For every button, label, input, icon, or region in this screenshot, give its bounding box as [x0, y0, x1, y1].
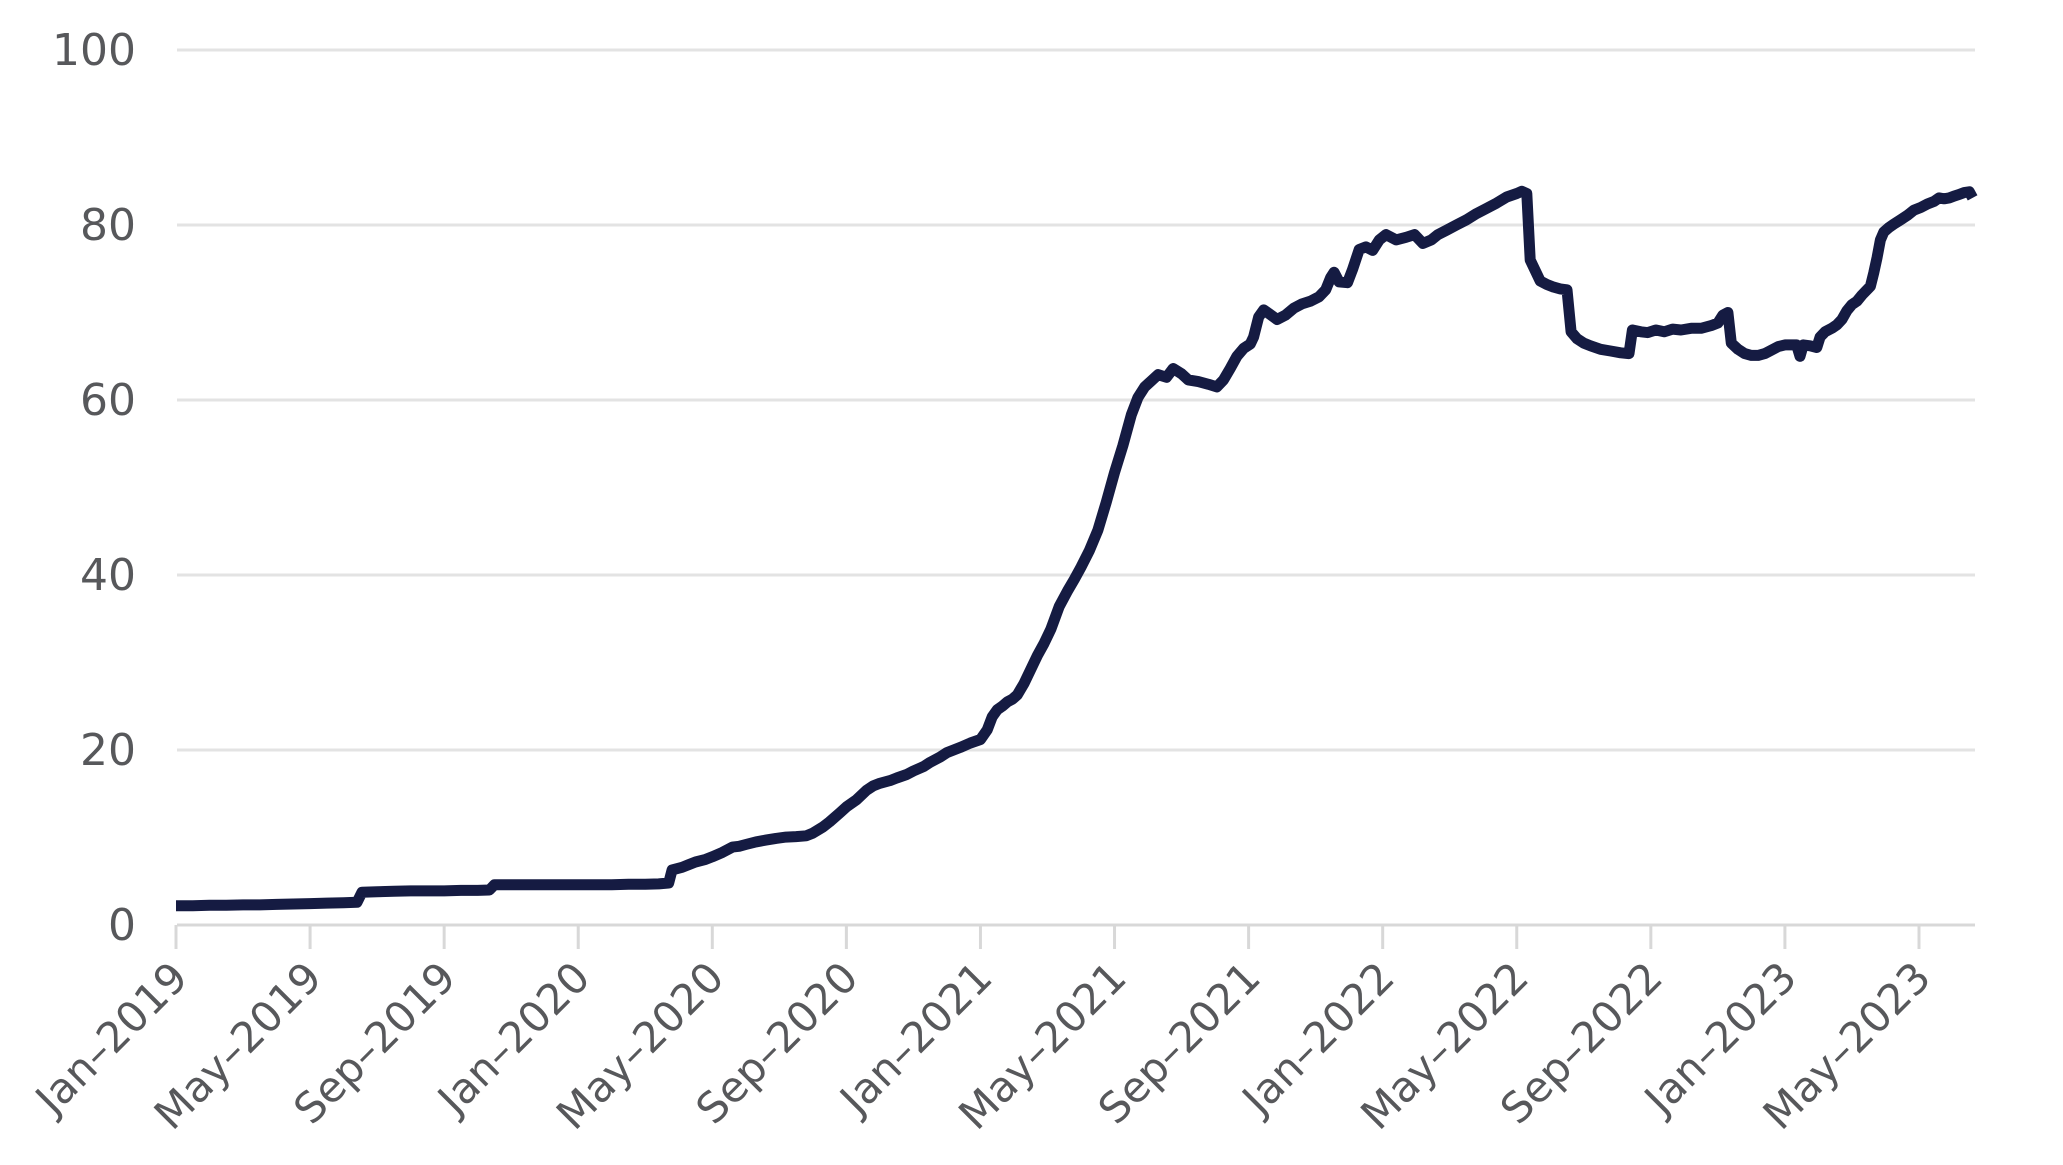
y-tick-label: 80 [80, 200, 136, 251]
y-tick-label: 20 [80, 725, 136, 776]
y-tick-label: 0 [108, 900, 136, 951]
y-tick-label: 40 [80, 550, 136, 601]
y-tick-label: 100 [52, 25, 136, 76]
y-tick-label: 60 [80, 375, 136, 426]
data-line [176, 185, 1978, 912]
